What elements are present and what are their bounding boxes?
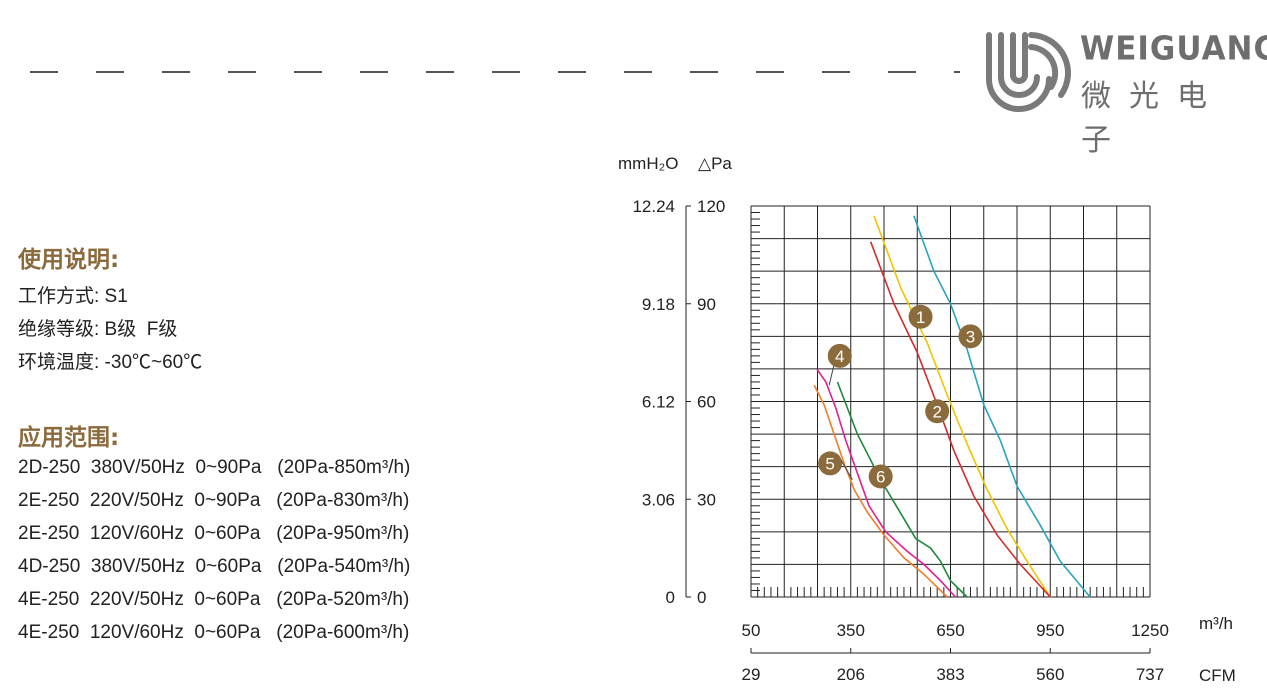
x-tick-label-cfm: 560 <box>1036 665 1064 684</box>
series-badge-3 <box>958 324 983 349</box>
series-badge-label-4: 4 <box>835 347 844 366</box>
x-tick-label-cfm: 383 <box>936 665 964 684</box>
x-tick-label-m3h: 50 <box>742 621 761 640</box>
usage-line-temperature: 环境温度: -30℃~60℃ <box>18 352 203 373</box>
series-line-4 <box>816 368 957 598</box>
x-tick-label-m3h: 350 <box>837 621 865 640</box>
brand-name-cn: 微光电子 <box>1081 79 1225 158</box>
series-badge-4 <box>827 343 852 368</box>
application-title: 应用范围: <box>18 425 120 451</box>
application-row: 2E-250 120V/60Hz 0~60Pa (20Pa-950m³/h) <box>18 523 410 544</box>
series-line-3 <box>913 215 1091 598</box>
x-tick-label-cfm: 206 <box>837 665 865 684</box>
series-badge-1 <box>908 304 933 329</box>
swirl-logo-icon <box>986 32 1072 112</box>
y-tick-label-mmh2o: 9.18 <box>642 295 675 314</box>
usage-title: 使用说明: <box>18 247 120 273</box>
y-tick-label-pa: 120 <box>697 197 725 216</box>
x-axis-unit-m3h: m³/h <box>1199 614 1233 633</box>
leader-line-4 <box>828 365 835 386</box>
y-axis-unit-mmh2o: mmH₂O <box>618 154 678 173</box>
y-tick-label-mmh2o: 6.12 <box>642 393 675 412</box>
series-badge-5 <box>818 451 843 476</box>
application-row: 2D-250 380V/50Hz 0~90Pa (20Pa-850m³/h) <box>18 457 411 478</box>
y-tick-label-pa: 0 <box>697 588 706 607</box>
application-row: 4E-250 220V/50Hz 0~60Pa (20Pa-520m³/h) <box>18 589 410 610</box>
y-tick-label-pa: 60 <box>697 393 716 412</box>
application-row: 4E-250 120V/60Hz 0~60Pa (20Pa-600m³/h) <box>18 622 410 643</box>
x-tick-label-m3h: 950 <box>1036 621 1064 640</box>
x-tick-label-cfm: 29 <box>742 665 761 684</box>
y-tick-label-pa: 90 <box>697 295 716 314</box>
x-tick-label-cfm: 737 <box>1136 665 1164 684</box>
header-dashed-rule <box>30 71 960 73</box>
series-badge-label-2: 2 <box>932 402 941 421</box>
y-tick-label-pa: 30 <box>697 490 716 509</box>
y-tick-label-mmh2o: 12.24 <box>632 197 675 216</box>
series-badge-6 <box>868 464 893 489</box>
y-tick-label-mmh2o: 0 <box>666 588 675 607</box>
leader-line-5 <box>840 460 853 480</box>
brand-name-en: WEIGUANG <box>1080 30 1267 68</box>
application-row: 4D-250 380V/50Hz 0~60Pa (20Pa-540m³/h) <box>18 556 411 577</box>
x-axis-unit-cfm: CFM <box>1199 666 1236 685</box>
application-row: 2E-250 220V/50Hz 0~90Pa (20Pa-830m³/h) <box>18 490 410 511</box>
series-line-5 <box>813 384 948 598</box>
x-tick-label-m3h: 650 <box>936 621 964 640</box>
usage-line-mode: 工作方式: S1 <box>18 286 128 307</box>
series-badge-label-3: 3 <box>966 327 975 346</box>
series-badge-label-5: 5 <box>825 454 834 473</box>
series-badge-label-6: 6 <box>876 467 885 486</box>
series-line-1 <box>873 215 1051 598</box>
series-line-6 <box>836 381 968 598</box>
company-logo: WEIGUANG 微光电子 <box>985 27 1267 158</box>
usage-line-insulation: 绝缘等级: B级 F级 <box>18 319 178 340</box>
series-line-2 <box>869 241 1051 598</box>
fan-performance-chart: mmH₂O △Pa m³/h CFM 0 0 3.06 30 6.12 60 9.18 90 12.24… <box>618 154 1236 685</box>
y-axis-unit-pa: △Pa <box>698 154 732 173</box>
series-badge-2 <box>925 399 950 424</box>
series-badge-label-1: 1 <box>916 308 925 327</box>
x-tick-label-m3h: 1250 <box>1131 621 1169 640</box>
y-tick-label-mmh2o: 3.06 <box>642 490 675 509</box>
